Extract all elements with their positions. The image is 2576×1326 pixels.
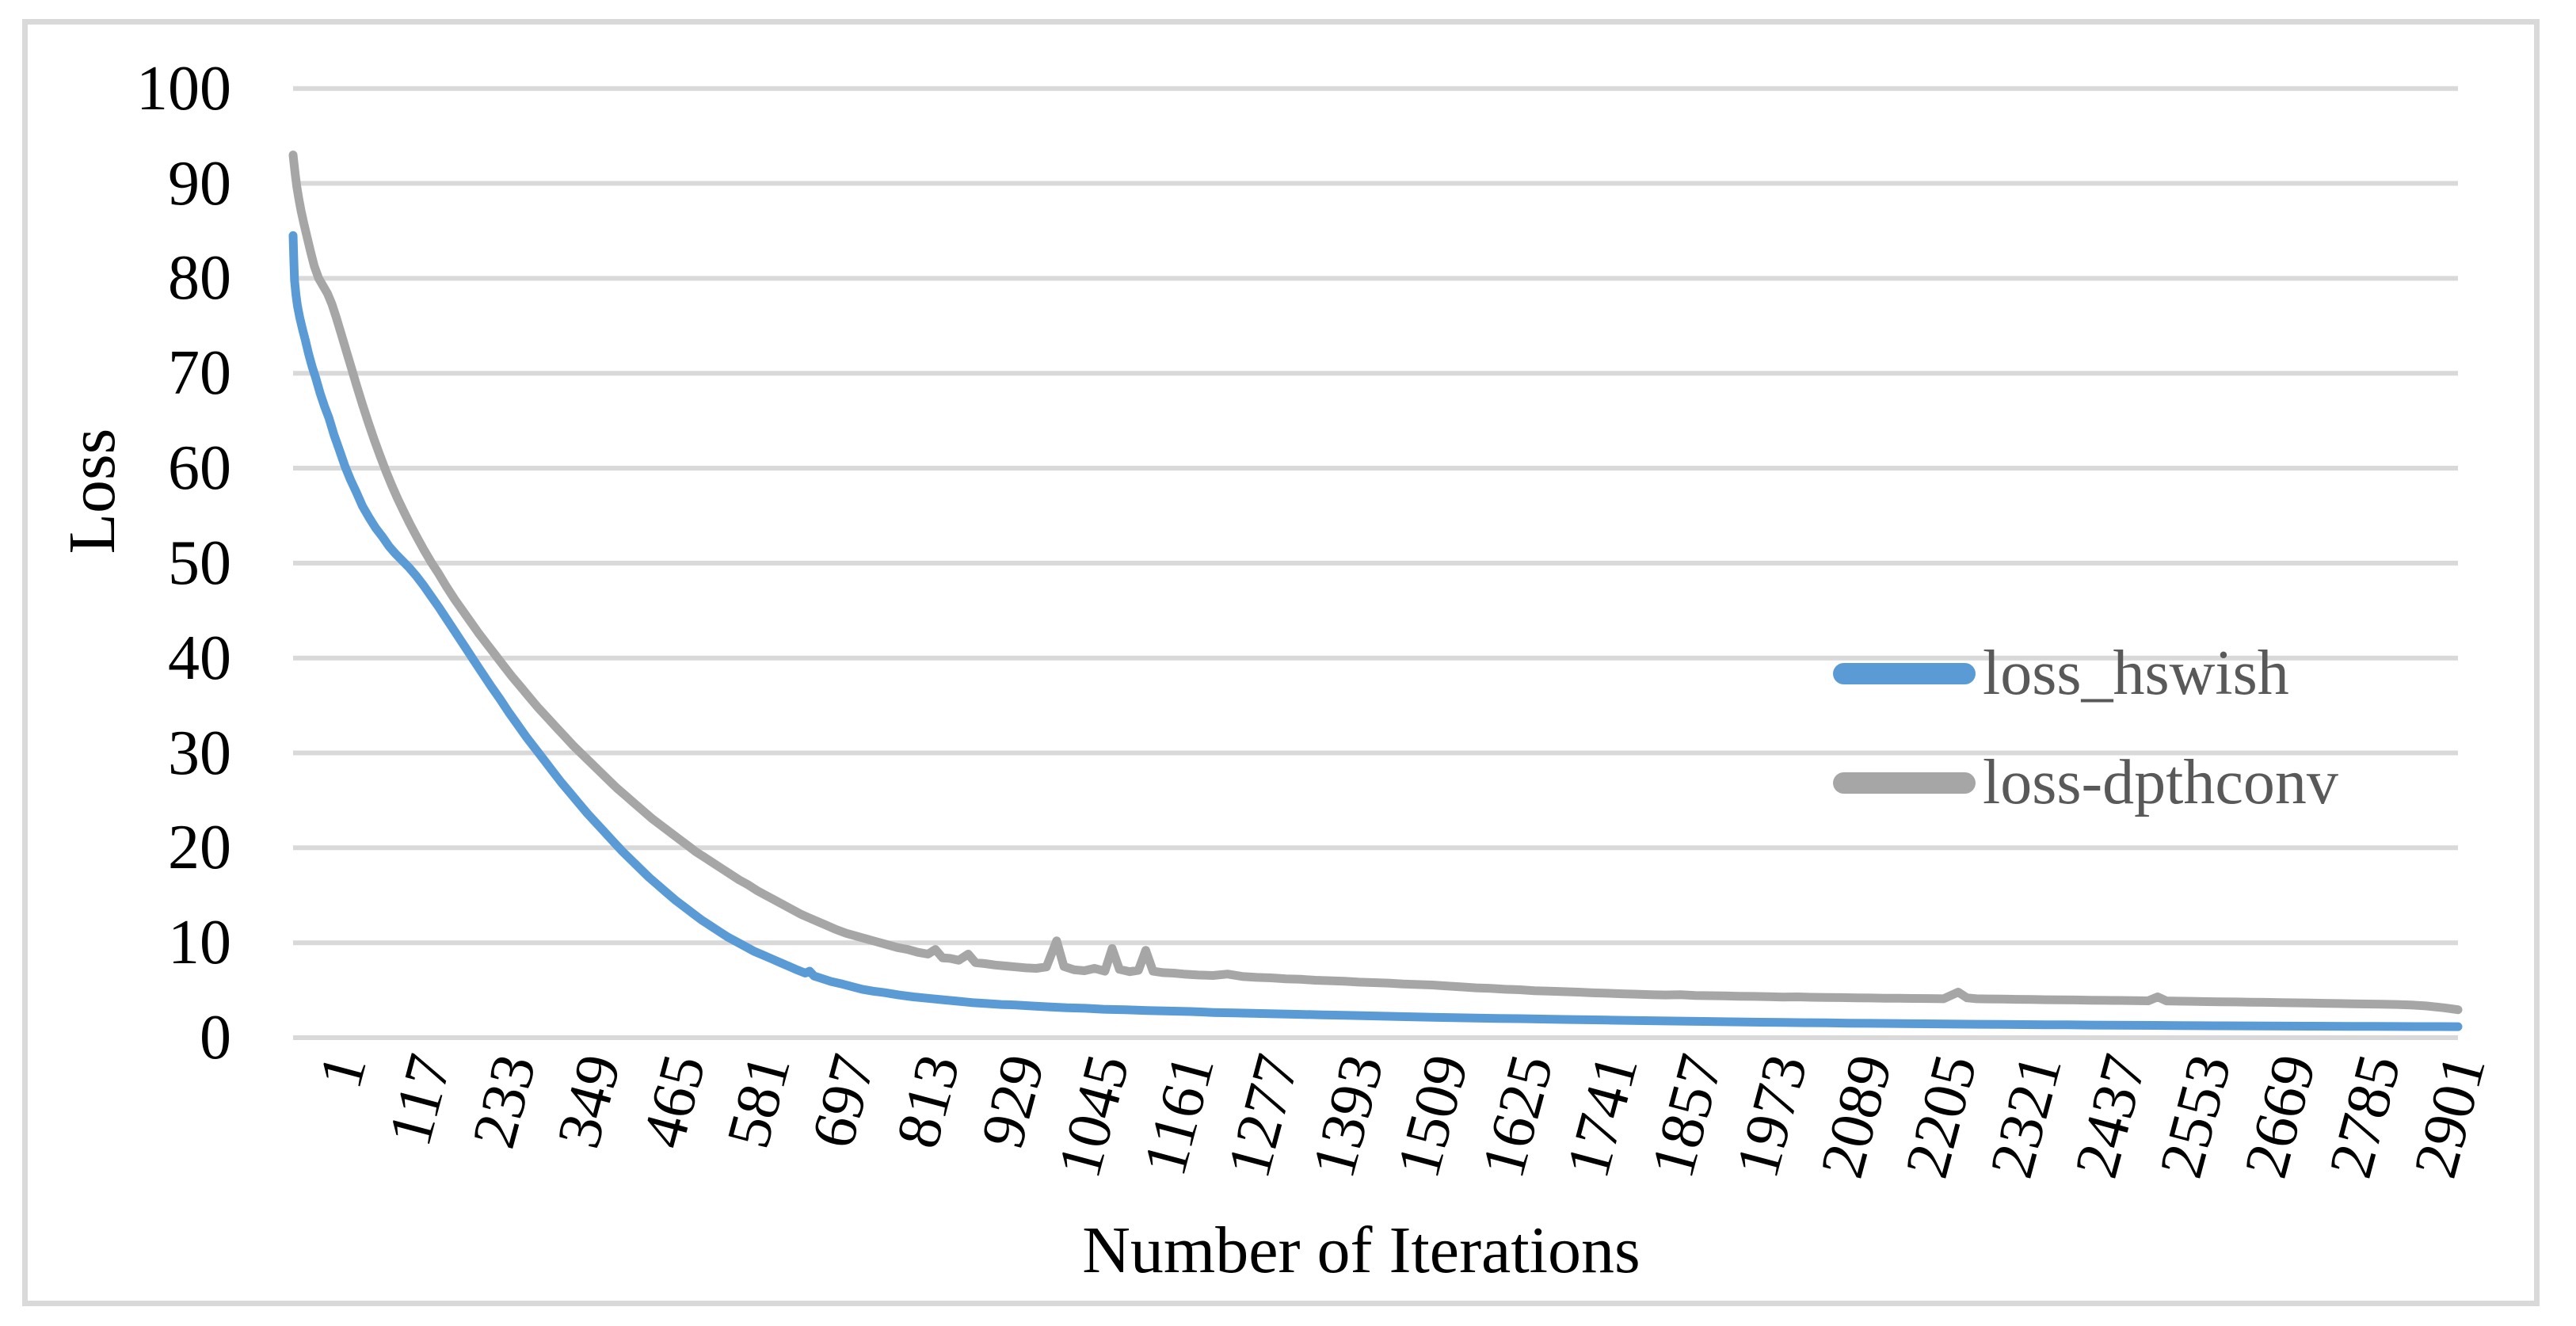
y-tick-label-0: 0 <box>200 1003 231 1073</box>
y-tick-label-70: 70 <box>168 338 231 409</box>
legend-item-loss-dpthconv: loss-dpthconv <box>1833 751 2338 814</box>
y-tick-label-60: 60 <box>168 433 231 504</box>
chart-frame <box>22 19 2540 1306</box>
legend-swatch-loss_hswish <box>1833 662 1976 684</box>
y-tick-label-80: 80 <box>168 243 231 314</box>
y-tick-label-100: 100 <box>136 53 231 124</box>
legend-swatch-loss-dpthconv <box>1833 772 1976 794</box>
legend-label-loss_hswish: loss_hswish <box>1983 638 2289 708</box>
y-tick-label-90: 90 <box>168 148 231 219</box>
x-axis-title: Number of Iterations <box>1082 1214 1640 1287</box>
legend-item-loss_hswish: loss_hswish <box>1833 642 2289 705</box>
legend-label-loss-dpthconv: loss-dpthconv <box>1983 748 2338 817</box>
y-tick-label-50: 50 <box>168 528 231 598</box>
series-line-loss_hswish <box>288 231 2463 1031</box>
series-line-loss-dpthconv <box>288 151 2463 1015</box>
y-tick-label-30: 30 <box>168 718 231 788</box>
y-tick-label-20: 20 <box>168 813 231 883</box>
y-tick-label-10: 10 <box>168 908 231 978</box>
y-tick-label-40: 40 <box>168 623 231 693</box>
plot-area <box>288 86 2463 1040</box>
